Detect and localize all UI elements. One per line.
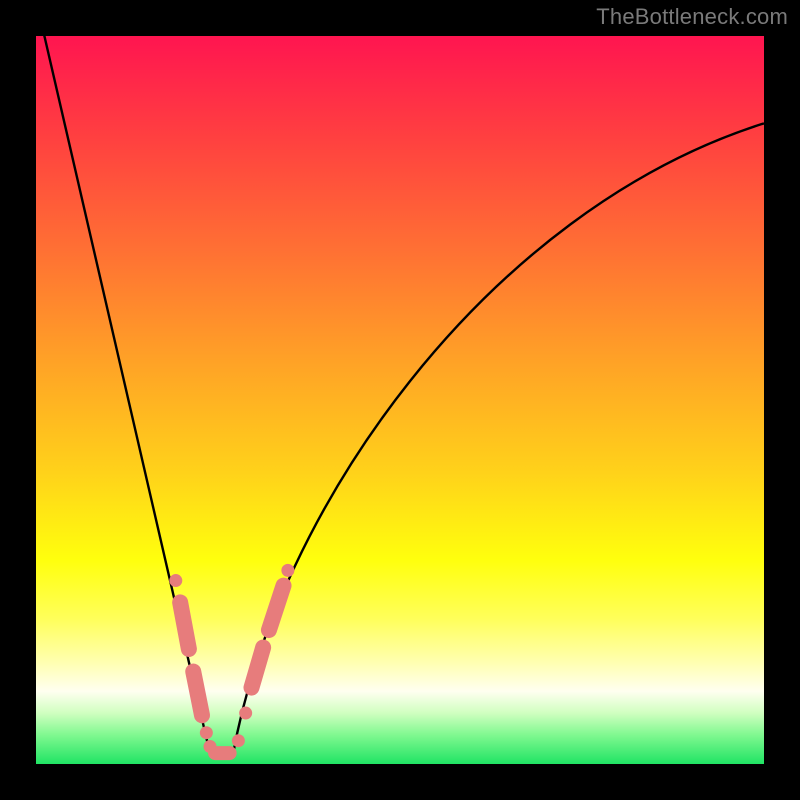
marker-dot [200,726,213,739]
marker-dot [281,564,294,577]
marker-dot [232,734,245,747]
marker-capsule [193,672,202,716]
marker-dot [169,574,182,587]
watermark-text: TheBottleneck.com [596,4,788,30]
marker-dot [239,707,252,720]
chart-canvas: TheBottleneck.com [0,0,800,800]
marker-dot [203,740,216,753]
curve-right-branch [233,123,764,756]
marker-capsule [269,586,284,630]
chart-svg [0,0,800,800]
marker-capsule [251,648,263,688]
marker-capsule [180,602,189,649]
